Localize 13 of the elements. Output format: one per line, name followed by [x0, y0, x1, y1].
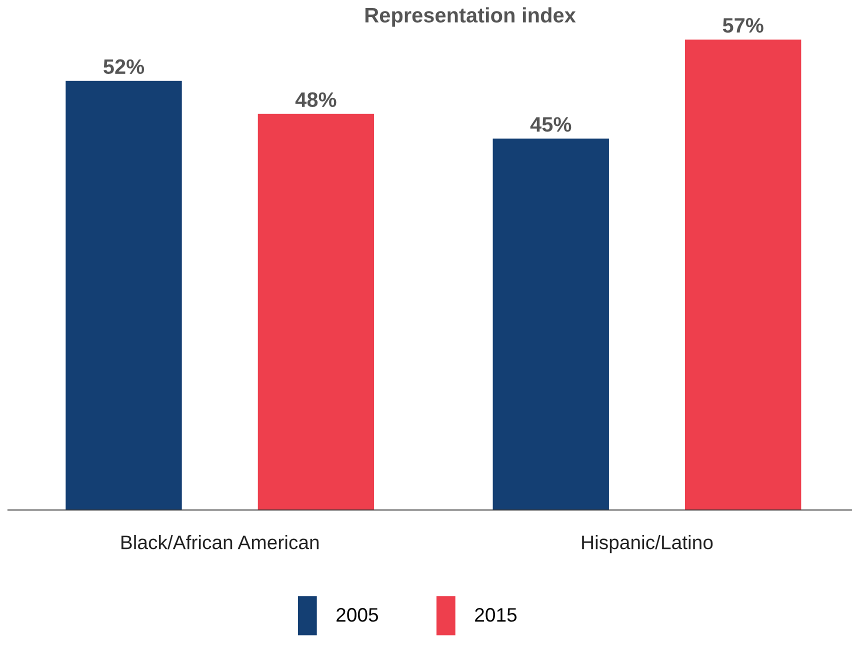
x-tick-label: Black/African American: [121, 535, 319, 550]
x-tick-label: Hispanic/Latino: [582, 535, 713, 554]
bar: [66, 80, 182, 510]
bar: [258, 114, 374, 510]
data-label: 52%: [104, 59, 144, 74]
legend-label: 2005: [336, 608, 378, 622]
legend-label: 2015: [475, 608, 517, 622]
data-label: 57%: [722, 18, 764, 33]
bar: [492, 138, 609, 510]
data-label: 48%: [295, 92, 336, 108]
chart-title: Representation index: [365, 7, 576, 27]
data-label: 45%: [530, 117, 572, 132]
bar: [684, 40, 802, 510]
